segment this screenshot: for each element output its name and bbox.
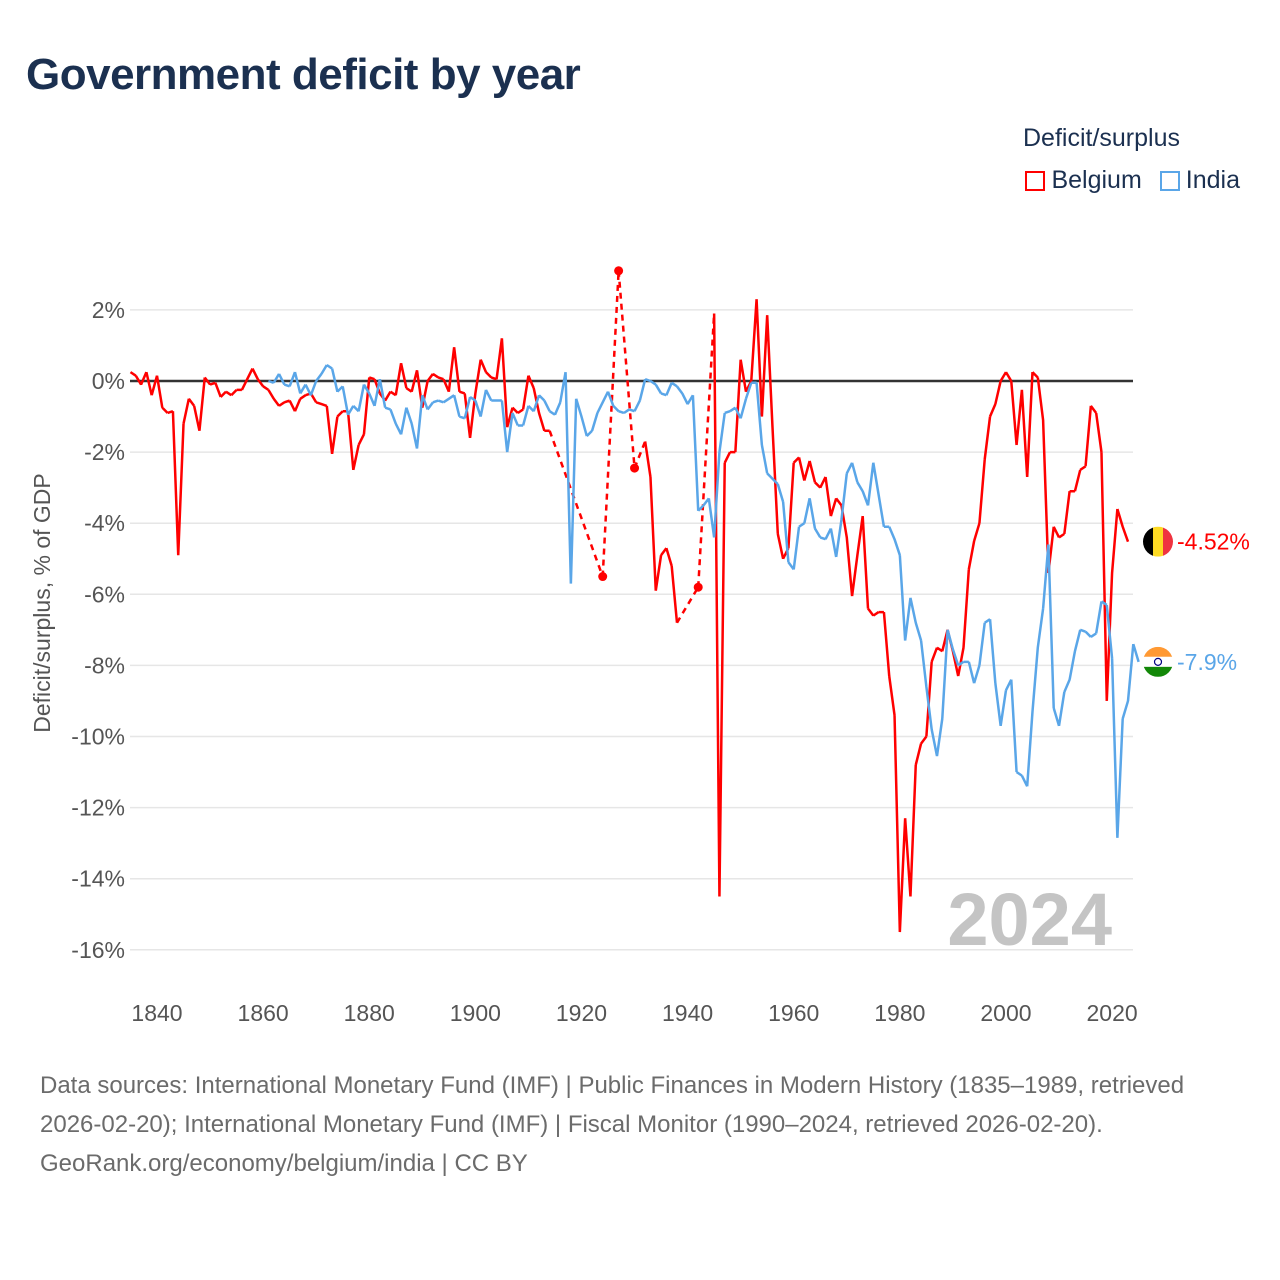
y-tick-label: -16% bbox=[71, 937, 125, 963]
x-tick-label: 2020 bbox=[1086, 1000, 1137, 1026]
y-tick-label: -6% bbox=[84, 581, 125, 607]
flag-belgium-icon bbox=[1143, 526, 1173, 557]
india-line bbox=[268, 363, 1140, 838]
chart-title: Government deficit by year bbox=[26, 50, 581, 99]
belgium-gap-segment bbox=[696, 313, 716, 588]
flag-stripe bbox=[1153, 526, 1163, 557]
flag-stripe bbox=[1143, 646, 1173, 657]
legend-label-india: India bbox=[1185, 166, 1240, 194]
legend-title: Deficit/surplus bbox=[1023, 124, 1180, 152]
legend-swatch-belgium bbox=[1025, 170, 1046, 191]
x-tick-label: 1940 bbox=[662, 1000, 713, 1026]
legend-swatch-india bbox=[1159, 170, 1180, 191]
data-sources: Data sources: International Monetary Fun… bbox=[40, 1072, 1185, 1138]
attribution-link[interactable]: GeoRank.org/economy/belgium/india | CC B… bbox=[40, 1150, 528, 1177]
legend: Belgium India bbox=[1025, 166, 1240, 195]
y-tick-label: 0% bbox=[92, 368, 125, 394]
x-tick-label: 1960 bbox=[768, 1000, 819, 1026]
belgium-gap-segment bbox=[675, 586, 700, 624]
x-tick-label: 1840 bbox=[131, 1000, 182, 1026]
india-end-label: -7.9% bbox=[1177, 649, 1237, 675]
belgium-point bbox=[598, 572, 608, 582]
belgium-gap-segment bbox=[548, 430, 604, 577]
y-tick-label: -4% bbox=[84, 510, 125, 536]
flag-stripe bbox=[1143, 526, 1153, 557]
chart-area: 2% 0% -2% -4% -6% -8% -10% -12% -14% -16% 1840 1860… bbox=[29, 266, 1250, 1026]
x-tick-label: 1920 bbox=[556, 1000, 607, 1026]
x-tick-label: 1860 bbox=[238, 1000, 289, 1026]
y-tick-label: 2% bbox=[92, 297, 125, 323]
y-tick-label: -8% bbox=[84, 652, 125, 678]
legend-item-india[interactable]: India bbox=[1159, 166, 1240, 195]
belgium-line bbox=[129, 299, 1130, 933]
y-axis-title: Deficit/surplus, % of GDP bbox=[29, 473, 55, 732]
flag-india-icon bbox=[1143, 646, 1173, 677]
flag-chakra bbox=[1153, 657, 1163, 666]
belgium-point bbox=[693, 582, 703, 592]
belgium-gap-segment bbox=[601, 270, 620, 577]
x-tick-label: 1980 bbox=[874, 1000, 925, 1026]
year-watermark: 2024 bbox=[947, 878, 1112, 961]
y-tick-label: -12% bbox=[71, 795, 125, 821]
x-tick-label: 2000 bbox=[980, 1000, 1031, 1026]
y-tick-label: -14% bbox=[71, 866, 125, 892]
belgium-point bbox=[614, 266, 624, 276]
x-tick-label: 1880 bbox=[344, 1000, 395, 1026]
legend-item-belgium[interactable]: Belgium bbox=[1025, 166, 1142, 195]
belgium-point bbox=[630, 463, 640, 473]
flag-stripe bbox=[1163, 526, 1173, 557]
legend-label-belgium: Belgium bbox=[1051, 166, 1142, 194]
y-tick-label: -10% bbox=[71, 724, 125, 750]
flag-stripe bbox=[1143, 666, 1173, 677]
belgium-gap-segment bbox=[617, 270, 636, 469]
flag-stripe bbox=[1143, 656, 1173, 667]
footer: Data sources: International Monetary Fun… bbox=[40, 1066, 1240, 1183]
belgium-end-label: -4.52% bbox=[1177, 529, 1250, 555]
x-tick-label: 1900 bbox=[450, 1000, 501, 1026]
belgium-gap-segment bbox=[633, 440, 647, 469]
y-tick-label: -2% bbox=[84, 439, 125, 465]
